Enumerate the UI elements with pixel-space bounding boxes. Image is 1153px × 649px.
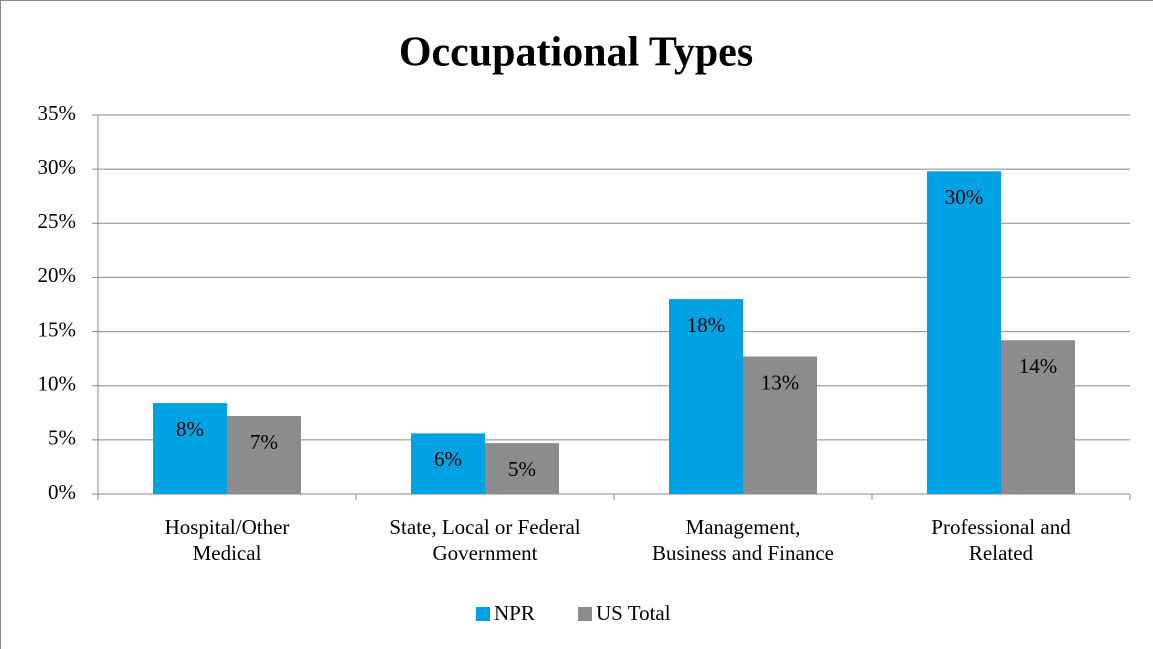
bar [669, 299, 743, 494]
bar [743, 356, 817, 494]
bar [1001, 340, 1075, 494]
legend-label: US Total [596, 601, 671, 625]
y-tick-label: 30% [38, 155, 77, 179]
legend-swatch [578, 607, 592, 621]
value-label: 5% [508, 457, 536, 481]
x-tick-label: Hospital/Other Medical [164, 515, 290, 565]
bar [153, 403, 227, 494]
chart-title: Occupational Types [399, 30, 753, 76]
x-tick-label: Management, Business and Finance [652, 515, 834, 565]
bar [227, 416, 301, 494]
y-tick-label: 25% [38, 209, 77, 233]
x-tick-label: Professional and Related [931, 515, 1071, 565]
y-tick-label: 15% [38, 317, 77, 341]
value-label: 13% [761, 370, 800, 394]
value-label: 6% [434, 447, 462, 471]
y-tick-label: 10% [38, 372, 77, 396]
legend-label: NPR [494, 601, 535, 625]
legend-swatch [476, 607, 490, 621]
value-label: 8% [176, 417, 204, 441]
x-tick-label: State, Local or Federal Government [389, 515, 581, 565]
bar [927, 171, 1001, 494]
value-label: 30% [945, 185, 984, 209]
value-label: 14% [1019, 354, 1058, 378]
y-tick-label: 20% [38, 263, 77, 287]
y-tick-label: 5% [48, 426, 76, 450]
y-tick-label: 0% [48, 480, 76, 504]
bar [411, 433, 485, 494]
value-label: 18% [687, 313, 726, 337]
y-tick-label: 35% [38, 101, 77, 125]
value-label: 7% [250, 430, 278, 454]
bar [485, 443, 559, 494]
